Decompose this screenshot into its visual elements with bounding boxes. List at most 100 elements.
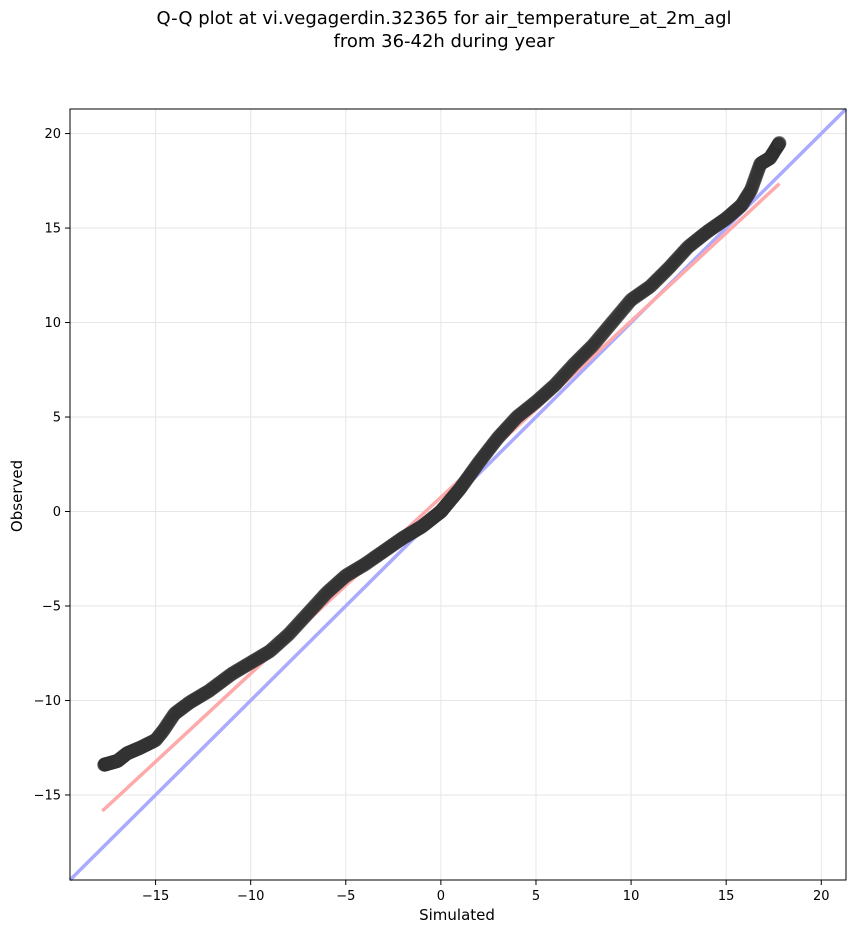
qq-point [500,420,515,435]
qq-point [622,294,637,309]
qq-point [168,705,183,720]
qq-point [728,203,743,218]
qq-point [772,136,787,151]
qq-point [217,672,232,687]
qq-point [561,363,576,378]
qq-point [420,515,435,530]
qq-point [316,589,331,604]
qq-point [497,423,512,438]
qq-point [423,512,438,527]
qq-point [683,237,698,252]
qq-point [310,595,325,610]
qq-point [176,699,191,714]
qq-point [535,389,550,404]
qq-point [762,151,777,166]
qq-point [429,508,444,523]
qq-point [620,296,635,311]
qq-point [766,145,781,160]
qq-point [214,674,229,689]
qq-point [393,532,408,547]
qq-point [223,667,238,682]
qq-point [409,522,424,537]
qq-point [556,368,571,383]
qq-point [389,535,404,550]
qq-point [376,544,391,559]
qq-point [437,500,452,515]
qq-point [414,519,429,534]
qq-point [146,734,161,749]
qq-point [435,503,450,518]
qq-point [338,569,353,584]
qq-point [769,140,784,155]
qq-point [687,234,702,249]
qq-point [169,705,184,720]
qq-point [499,421,514,436]
qq-point [266,641,281,656]
qq-point [737,193,752,208]
y-tick-label: 20 [44,127,61,142]
qq-point [495,425,510,440]
qq-point [441,495,456,510]
qq-point [102,756,117,771]
qq-point [442,494,457,509]
qq-point [388,536,403,551]
qq-point [256,648,271,663]
qq-point [520,401,535,416]
qq-point [342,566,357,581]
qq-point [362,554,377,569]
qq-point [278,630,293,645]
qq-point [657,265,672,280]
qq-point [464,466,479,481]
qq-point [600,321,615,336]
qq-point [769,140,784,155]
qq-point [260,645,275,660]
qq-point [421,514,436,529]
qq-point [601,319,616,334]
qq-point [327,578,342,593]
qq-point [433,504,448,519]
qq-point [224,667,239,682]
qq-point [461,469,476,484]
qq-point [521,400,536,415]
qq-point [757,154,772,169]
qq-point [271,636,286,651]
qq-point [97,757,112,772]
qq-point [173,702,188,717]
qq-point [756,154,771,169]
qq-point [606,314,621,329]
qq-point [541,383,556,398]
qq-point [455,477,470,492]
qq-point [431,506,446,521]
qq-point [723,207,738,222]
qq-point [218,671,233,686]
qq-point [290,617,305,632]
qq-point [202,683,217,698]
y-tick-label: 5 [53,411,61,426]
qq-point [344,565,359,580]
qq-point [772,136,787,151]
qq-point [241,657,256,672]
qq-point [707,219,722,234]
qq-point [441,495,456,510]
qq-point [433,504,448,519]
qq-point [720,210,735,225]
x-tick-label: −10 [237,889,264,904]
qq-point [233,661,248,676]
qq-point [442,493,457,508]
qq-point [705,220,720,235]
qq-point [420,514,435,529]
qq-point [447,488,462,503]
qq-point [754,156,769,171]
qq-point [692,230,707,245]
qq-point [353,559,368,574]
qq-point [448,486,463,501]
qq-point [112,752,127,767]
qq-point [437,500,452,515]
qq-point [719,210,734,225]
qq-point [451,483,466,498]
qq-point [771,137,786,152]
qq-point [445,490,460,505]
qq-point [275,633,290,648]
qq-point [166,707,181,722]
qq-point [313,592,328,607]
